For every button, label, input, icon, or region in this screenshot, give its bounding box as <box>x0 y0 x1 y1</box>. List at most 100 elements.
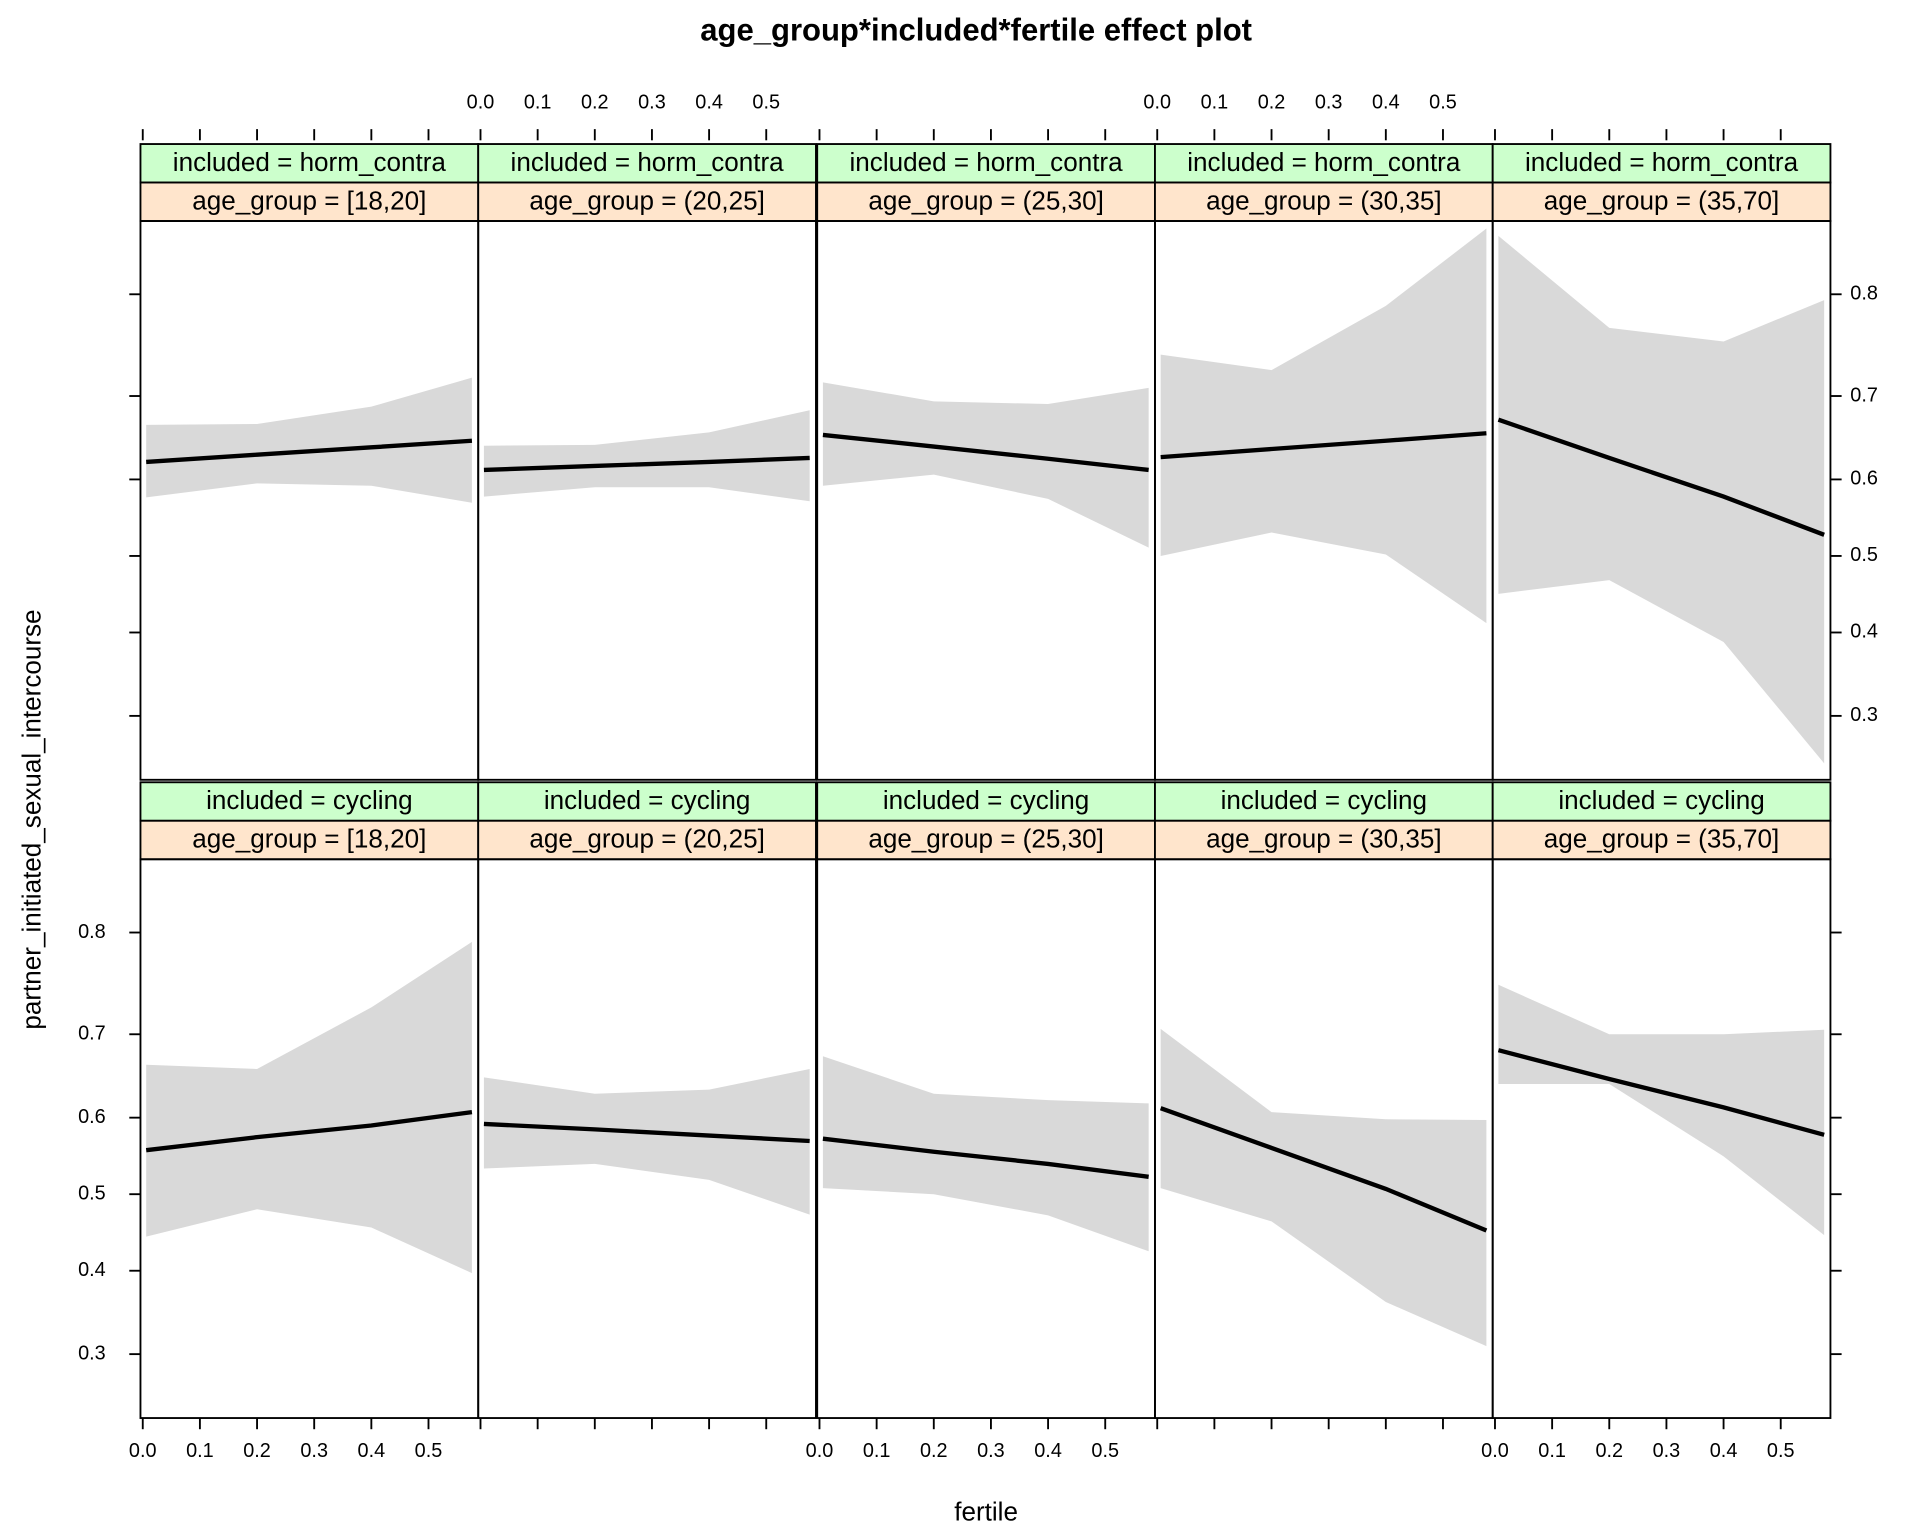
strip <box>477 819 817 861</box>
effect-line <box>483 1121 810 1144</box>
strip-label: included = cycling <box>544 785 750 815</box>
x-tick-label: 0.4 <box>1034 1440 1062 1462</box>
strip <box>477 143 817 184</box>
y-tick-label: 0.4 <box>1850 621 1878 643</box>
x-tick-label: 0.2 <box>1258 91 1286 113</box>
x-tick-label: 0.1 <box>524 91 552 113</box>
x-tick-label: 0.3 <box>1315 91 1343 113</box>
strip-label: age_group = (20,25] <box>529 824 764 854</box>
strip <box>139 781 480 822</box>
x-tick-label: 0.5 <box>1767 1440 1795 1462</box>
x-tick-label: 0.3 <box>638 91 666 113</box>
x-tick-label: 0.2 <box>1595 1440 1623 1462</box>
strip-label: age_group = [18,20] <box>192 824 426 854</box>
effect-line <box>483 455 810 473</box>
strip-label: included = horm_contra <box>173 147 447 177</box>
strip <box>1491 181 1832 222</box>
strip-label: included = horm_contra <box>1525 147 1799 177</box>
strip <box>1154 819 1494 861</box>
x-tick-label: 0.5 <box>415 1440 443 1462</box>
y-tick-label: 0.5 <box>78 1182 106 1204</box>
x-tick-label: 0.0 <box>1481 1440 1509 1462</box>
strip-label: age_group = (25,30] <box>868 185 1103 215</box>
effect-line <box>1497 417 1825 537</box>
strip-label: age_group = (25,30] <box>868 824 1103 854</box>
x-tick-label: 0.4 <box>358 1440 386 1462</box>
confidence-band <box>1498 235 1825 764</box>
y-tick-label: 0.7 <box>78 1023 106 1045</box>
x-tick-label: 0.5 <box>1429 91 1457 113</box>
strip-label: included = cycling <box>1221 785 1427 815</box>
strip-label: included = horm_contra <box>1187 147 1461 177</box>
y-tick-label: 0.4 <box>78 1259 106 1281</box>
y-axis-label: partner_initiated_sexual_intercourse <box>17 609 47 1029</box>
strip <box>1491 781 1832 822</box>
x-tick-label: 0.5 <box>752 91 780 113</box>
x-tick-label: 0.0 <box>467 91 495 113</box>
confidence-band <box>483 410 810 502</box>
x-tick-label: 0.2 <box>243 1440 271 1462</box>
strip-label: age_group = (30,35] <box>1206 185 1441 215</box>
strip-label: age_group = (20,25] <box>529 185 764 215</box>
x-tick-label: 0.2 <box>920 1440 948 1462</box>
x-tick-label: 0.4 <box>1372 91 1400 113</box>
x-tick-label: 0.4 <box>695 91 723 113</box>
panel-frame <box>477 858 817 1419</box>
strip-label: age_group = (30,35] <box>1206 824 1441 854</box>
panel-frame <box>1491 858 1832 1419</box>
panel-frame <box>477 220 817 781</box>
y-tick-label: 0.7 <box>1850 384 1878 406</box>
x-tick-label: 0.0 <box>1143 91 1171 113</box>
x-tick-label: 0.4 <box>1710 1440 1738 1462</box>
confidence-band <box>1498 984 1825 1236</box>
y-tick-label: 0.8 <box>1850 283 1878 305</box>
confidence-band <box>822 1056 1149 1252</box>
strip <box>477 781 817 822</box>
confidence-band <box>822 382 1149 548</box>
effect-line <box>145 1109 473 1153</box>
y-tick-label: 0.6 <box>78 1106 106 1128</box>
x-tick-label: 0.1 <box>1538 1440 1566 1462</box>
x-tick-label: 0.3 <box>977 1440 1005 1462</box>
strip-label: included = horm_contra <box>511 147 785 177</box>
strip <box>139 181 480 222</box>
effect-line <box>1159 1106 1488 1233</box>
chart-title: age_group*included*fertile effect plot <box>700 12 1252 47</box>
confidence-band <box>146 941 472 1274</box>
strip <box>139 143 480 184</box>
strip <box>477 181 817 222</box>
strip-label: age_group = (35,70] <box>1544 185 1779 215</box>
strip-label: included = cycling <box>883 785 1089 815</box>
confidence-band <box>1160 228 1487 624</box>
confidence-band <box>483 1068 810 1215</box>
effect-line <box>822 1136 1149 1179</box>
strip <box>816 781 1156 822</box>
strip-label: age_group = (35,70] <box>1544 824 1779 854</box>
x-tick-label: 0.1 <box>863 1440 891 1462</box>
effect-line <box>146 438 473 465</box>
effect-line <box>822 432 1149 473</box>
strip-label: age_group = [18,20] <box>192 185 426 215</box>
y-tick-label: 0.5 <box>1850 544 1878 566</box>
y-tick-label: 0.6 <box>1850 468 1878 490</box>
x-tick-label: 0.1 <box>186 1440 214 1462</box>
strip <box>816 819 1156 861</box>
strip-label: included = horm_contra <box>850 147 1124 177</box>
effect-line <box>1497 1048 1825 1137</box>
x-tick-label: 0.3 <box>1653 1440 1681 1462</box>
y-tick-label: 0.3 <box>78 1342 106 1364</box>
panel-frame <box>1491 220 1832 781</box>
x-tick-label: 0.3 <box>300 1440 328 1462</box>
x-tick-label: 0.0 <box>129 1440 157 1462</box>
confidence-band <box>146 377 472 503</box>
strip <box>139 819 480 861</box>
y-tick-label: 0.8 <box>78 921 106 943</box>
y-tick-label: 0.3 <box>1850 704 1878 726</box>
x-tick-label: 0.1 <box>1201 91 1229 113</box>
strip-label: included = cycling <box>1558 785 1764 815</box>
strip <box>1154 143 1494 184</box>
confidence-band <box>1160 1028 1487 1347</box>
strip-label: included = cycling <box>206 785 412 815</box>
